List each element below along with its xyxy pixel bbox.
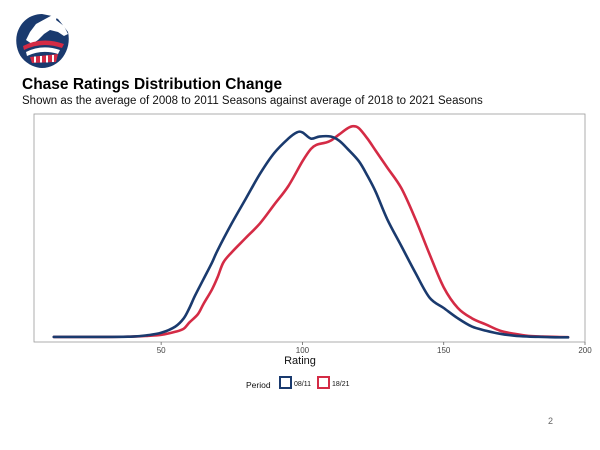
chart-title: Chase Ratings Distribution Change (22, 76, 283, 93)
legend-label-0811: 08/11 (294, 381, 311, 388)
legend-label-1821: 18/21 (332, 381, 350, 388)
series-group (52, 124, 570, 339)
legend-swatch-0811 (279, 376, 292, 389)
chart-subtitle: Shown as the average of 2008 to 2011 Sea… (22, 95, 483, 107)
page-number: 2 (548, 416, 554, 426)
horse-head-logo-icon (16, 12, 69, 68)
series-line-1821 (52, 124, 570, 339)
plot-panel (33, 113, 586, 343)
x-axis-ticks: 50 100 150 200 (157, 342, 592, 355)
x-tick-label-100: 100 (296, 346, 310, 355)
x-tick-label-200: 200 (578, 346, 592, 355)
legend: Period 08/11 18/21 (246, 376, 350, 390)
legend-title: Period (246, 380, 271, 390)
x-tick-label-50: 50 (157, 346, 166, 355)
series-line-0811 (52, 130, 570, 339)
legend-swatch-1821 (317, 376, 330, 389)
x-tick-label-150: 150 (437, 346, 451, 355)
x-axis-title: Rating (284, 355, 316, 367)
